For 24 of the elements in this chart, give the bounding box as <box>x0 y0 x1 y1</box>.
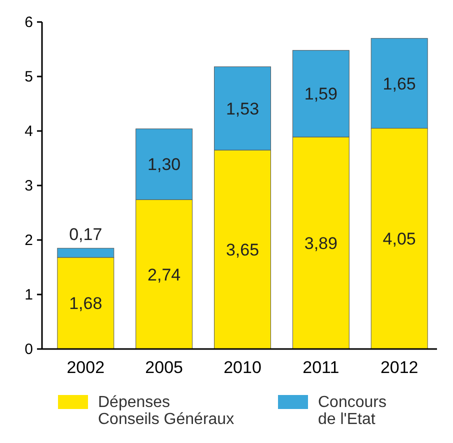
y-tick-label: 3 <box>24 178 33 194</box>
data-label: 4,05 <box>382 230 416 249</box>
data-label: 3,65 <box>226 240 260 260</box>
y-tick-label: 2 <box>24 232 33 249</box>
x-tick-label: 2012 <box>380 358 418 377</box>
x-tick-label: 2010 <box>224 358 262 377</box>
y-tick-label: 4 <box>24 123 33 140</box>
y-tick-label: 6 <box>24 14 33 31</box>
x-tick-label: 2002 <box>66 358 105 377</box>
data-label: 0,17 <box>69 225 102 244</box>
y-tick-label: 0 <box>24 341 33 358</box>
data-label: 1,53 <box>226 99 260 118</box>
y-tick-label: 1 <box>24 286 33 304</box>
data-label: 1,59 <box>304 84 338 104</box>
data-label: 1,68 <box>69 294 102 314</box>
data-label: 1,65 <box>382 74 416 94</box>
legend-label: Dépenses Conseils Généraux <box>98 394 234 428</box>
y-tick-label: 5 <box>24 68 33 86</box>
x-tick-label: 2011 <box>302 358 340 377</box>
data-label: 3,89 <box>304 234 338 253</box>
x-tick-label: 2005 <box>145 358 183 377</box>
data-label: 1,30 <box>148 155 181 174</box>
legend-label: Concours de l'Etat <box>318 394 386 428</box>
data-label: 2,74 <box>148 265 181 284</box>
